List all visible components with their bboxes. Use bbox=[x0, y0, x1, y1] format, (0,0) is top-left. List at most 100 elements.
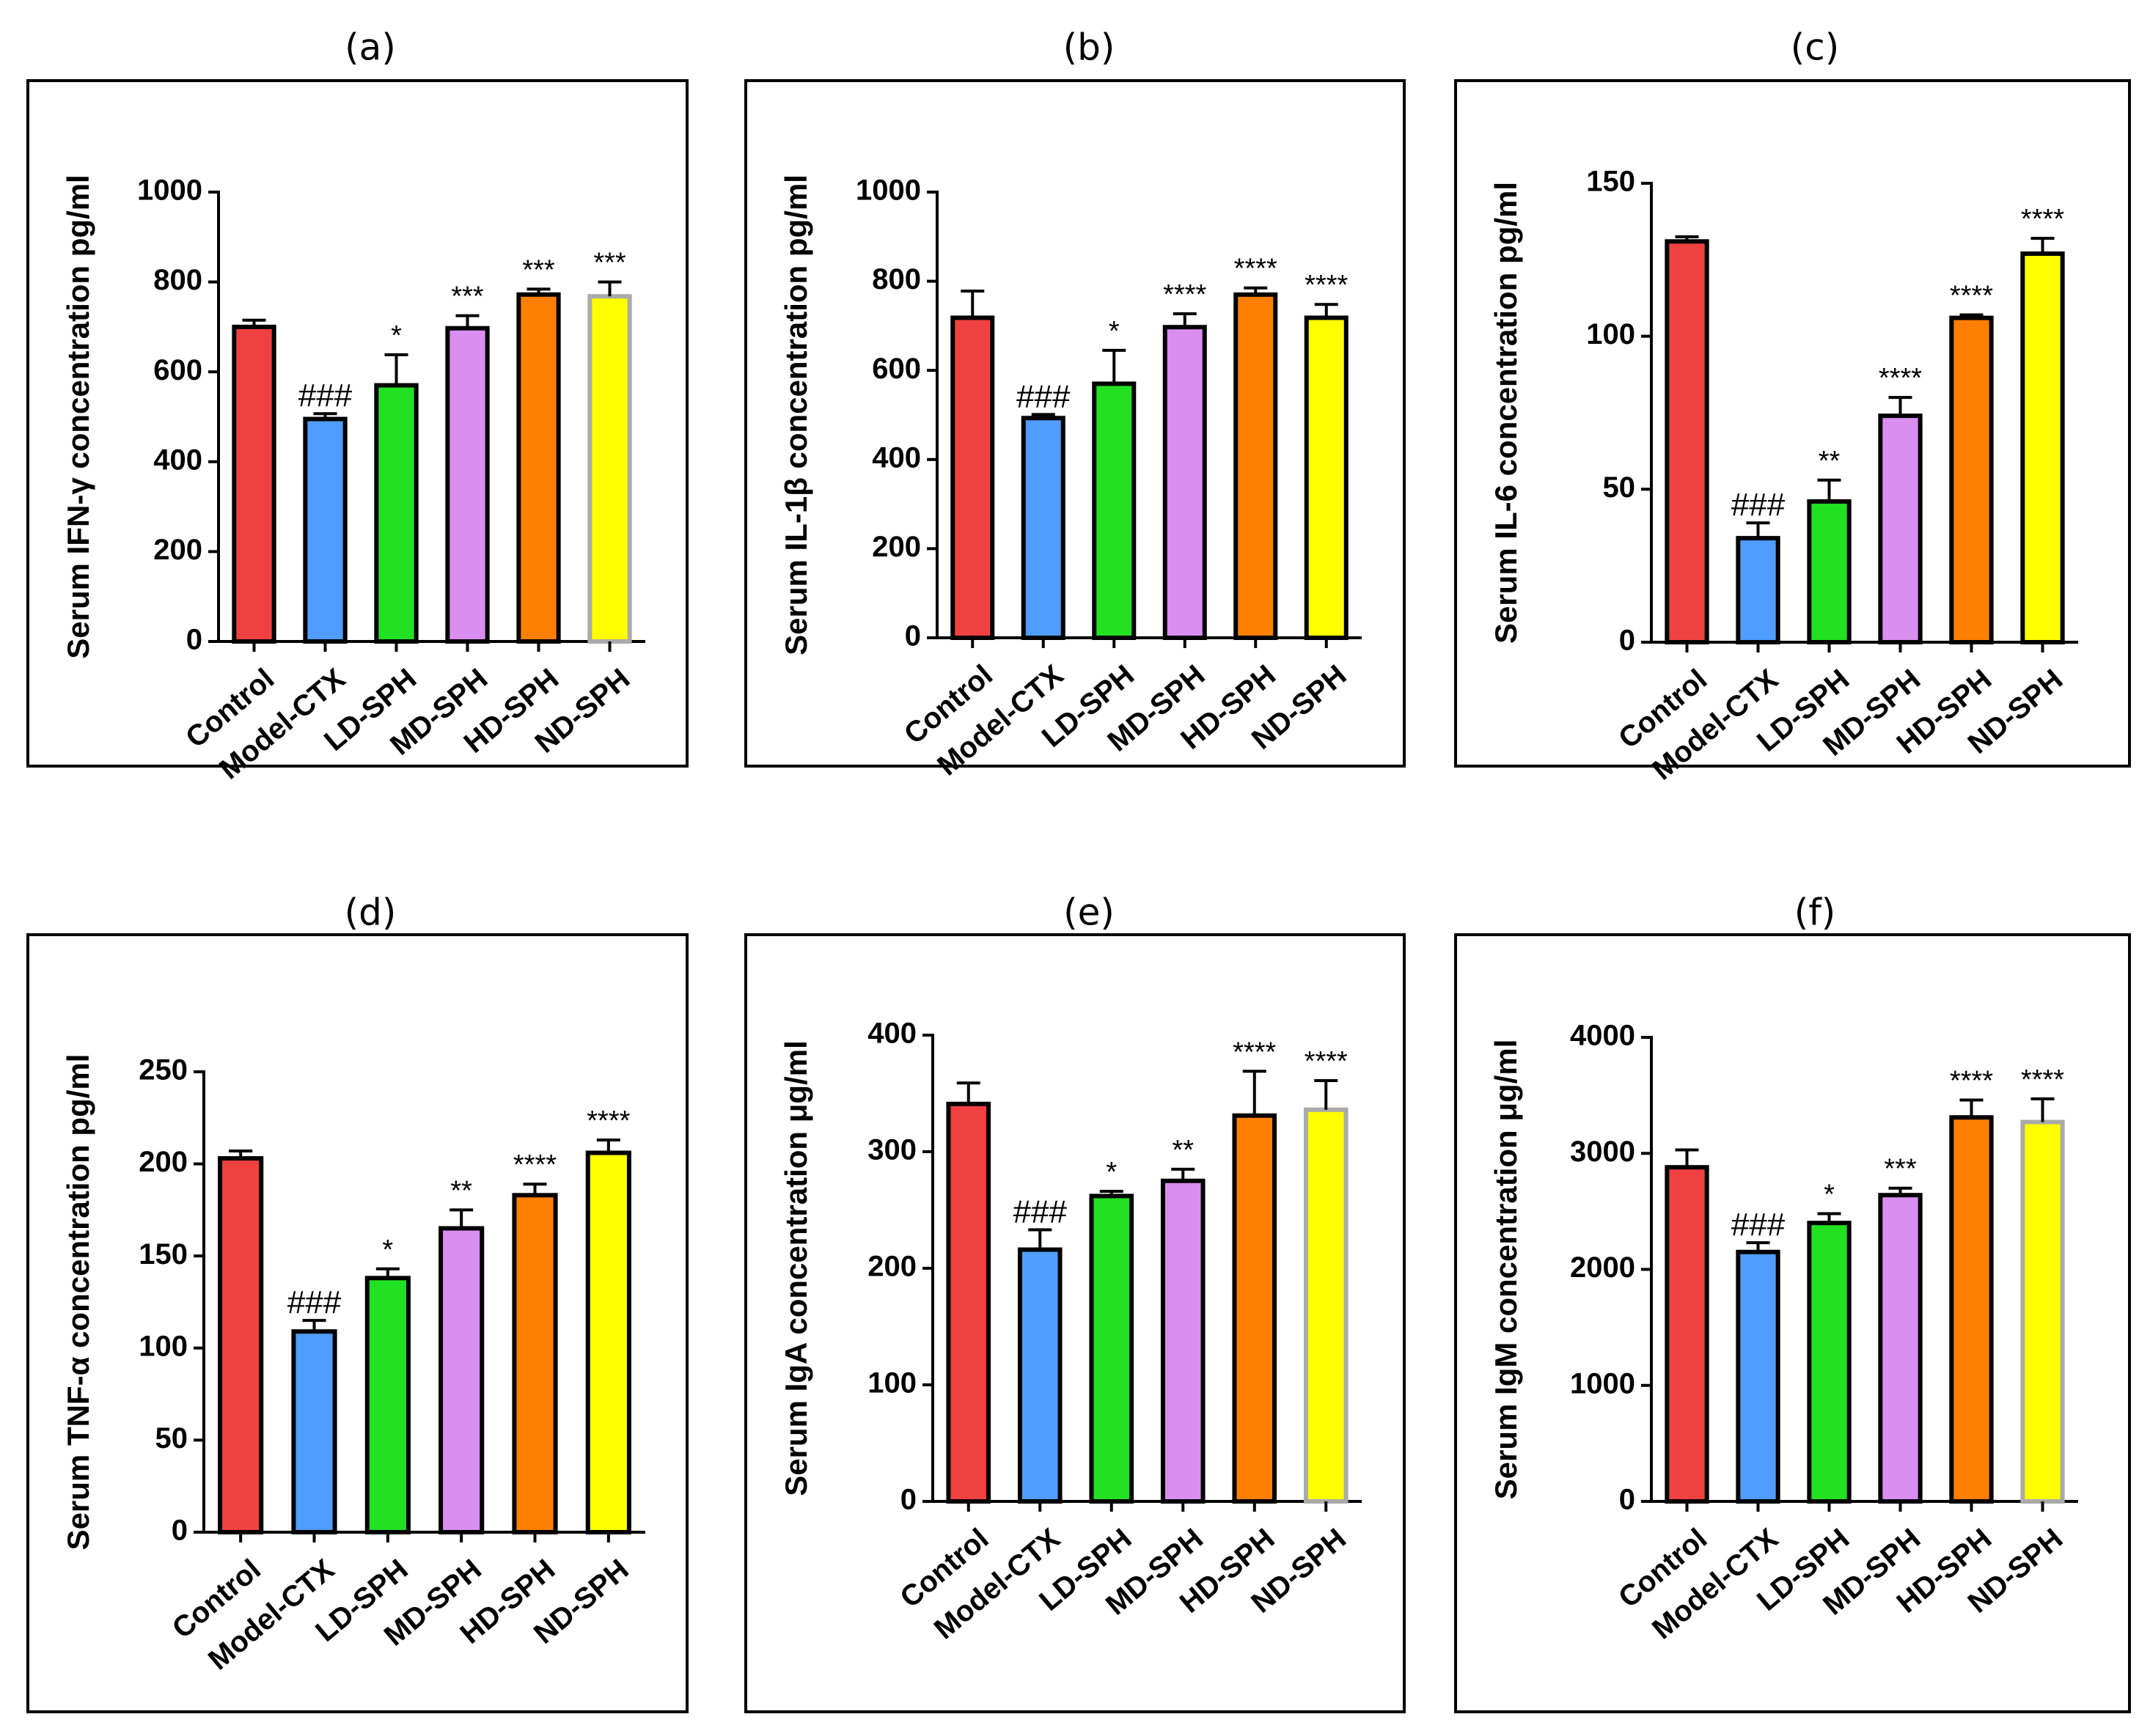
panel-5-bar-3 bbox=[1878, 1193, 1923, 1504]
panel-1-bar-1 bbox=[1021, 416, 1065, 640]
panel-1-ytick-label-2: 400 bbox=[872, 441, 921, 474]
panel-1-ytick-label-1: 200 bbox=[872, 531, 921, 563]
panel-5-bar-2 bbox=[1807, 1221, 1852, 1504]
panel-0-sig-5: *** bbox=[593, 248, 626, 279]
panel-5-ytick-label-0: 0 bbox=[1619, 1484, 1635, 1516]
panel-0-frame bbox=[26, 79, 689, 768]
panel-2-bar-1 bbox=[1736, 536, 1780, 645]
panel-4-ytick-label-3: 300 bbox=[867, 1134, 917, 1166]
panel-0-ytick-label-5: 1000 bbox=[137, 174, 202, 207]
panel-3-sig-4: **** bbox=[513, 1150, 557, 1180]
panel-3-bar-3 bbox=[439, 1226, 485, 1535]
panel-1-ytick-label-4: 800 bbox=[872, 263, 921, 295]
panel-4-frame bbox=[744, 933, 1406, 1713]
panel-1-bar-2 bbox=[1092, 381, 1137, 640]
panel-0-ylabel: Serum IFN-γ concentration pg/ml bbox=[61, 174, 95, 658]
panel-3-sig-1: ### bbox=[287, 1284, 342, 1320]
panel-3-frame bbox=[26, 933, 689, 1713]
panel-5-bar-4 bbox=[1949, 1115, 1994, 1504]
panel-4-bar-2 bbox=[1089, 1194, 1134, 1504]
panel-1-sig-2: * bbox=[1109, 316, 1120, 347]
panel-4-ytick-label-1: 100 bbox=[867, 1367, 917, 1400]
panel-2-frame bbox=[1454, 79, 2131, 768]
panel-1-sig-4: **** bbox=[1234, 254, 1277, 284]
panel-4-bar-4 bbox=[1232, 1113, 1277, 1504]
panel-0-ytick-label-2: 400 bbox=[153, 444, 202, 476]
panel-4-ytick-label-4: 400 bbox=[867, 1018, 917, 1050]
panel-2-bar-0 bbox=[1665, 239, 1709, 644]
panel-3-bar-0 bbox=[218, 1156, 264, 1534]
panel-1-title: (b) bbox=[1063, 26, 1115, 69]
panel-1-sig-1: ### bbox=[1016, 378, 1071, 414]
panel-4-ytick-label-2: 200 bbox=[867, 1251, 917, 1283]
panel-3-ytick-label-1: 50 bbox=[155, 1422, 188, 1454]
panel-2-ytick-label-1: 50 bbox=[1603, 471, 1636, 504]
panel-2-ytick-label-2: 100 bbox=[1586, 318, 1635, 350]
panel-5-ytick-label-2: 2000 bbox=[1570, 1251, 1635, 1284]
panel-1-sig-5: **** bbox=[1305, 270, 1348, 301]
panel-5-ytick-label-4: 4000 bbox=[1570, 1020, 1635, 1052]
panel-2-sig-5: **** bbox=[2021, 204, 2064, 235]
panel-5-bar-5 bbox=[2020, 1119, 2065, 1504]
panel-5-sig-4: **** bbox=[1950, 1065, 1993, 1096]
panel-2-bar-3 bbox=[1878, 413, 1923, 644]
panel-3-bar-1 bbox=[291, 1329, 337, 1535]
panel-5-sig-5: **** bbox=[2021, 1064, 2064, 1095]
panel-2-ytick-label-0: 0 bbox=[1619, 625, 1635, 657]
panel-4-bar-5 bbox=[1303, 1107, 1349, 1504]
panel-3-ytick-label-2: 100 bbox=[139, 1330, 188, 1362]
panel-3-bar-5 bbox=[585, 1150, 631, 1534]
panel-2-bar-5 bbox=[2020, 251, 2065, 644]
panel-0-ytick-label-0: 0 bbox=[186, 624, 202, 656]
panel-5-title: (f) bbox=[1794, 891, 1836, 934]
panel-5-ylabel: Serum IgM concentration μg/ml bbox=[1489, 1040, 1523, 1500]
panel-3-sig-3: ** bbox=[450, 1175, 472, 1206]
panel-0-title: (a) bbox=[345, 26, 396, 69]
panel-0-bar-3 bbox=[445, 326, 490, 644]
panel-3-ytick-label-0: 0 bbox=[172, 1515, 188, 1547]
panel-5-sig-1: ### bbox=[1731, 1207, 1786, 1243]
panel-3-bar-4 bbox=[512, 1193, 558, 1534]
panel-0-bar-4 bbox=[516, 292, 561, 644]
panel-3-ytick-label-4: 200 bbox=[139, 1146, 188, 1178]
panel-3-ytick-label-3: 150 bbox=[139, 1238, 188, 1270]
panel-1-ytick-label-0: 0 bbox=[905, 620, 921, 652]
panel-1-frame bbox=[744, 79, 1406, 768]
panel-5-bar-1 bbox=[1736, 1249, 1780, 1504]
panel-2-ylabel: Serum IL-6 concentration pg/ml bbox=[1489, 182, 1523, 644]
panel-2-bar-2 bbox=[1807, 499, 1852, 644]
panel-0-sig-4: *** bbox=[522, 254, 555, 285]
panel-2-sig-3: **** bbox=[1879, 363, 1922, 394]
panel-5-sig-3: *** bbox=[1884, 1154, 1917, 1185]
panel-5-frame bbox=[1454, 933, 2131, 1713]
panel-4-sig-2: * bbox=[1106, 1157, 1117, 1188]
panel-5-bar-0 bbox=[1665, 1165, 1709, 1504]
panel-0-bar-0 bbox=[232, 324, 276, 644]
panel-4-ytick-label-0: 0 bbox=[900, 1484, 917, 1516]
panel-3-sig-5: **** bbox=[587, 1106, 630, 1136]
panel-0-sig-2: * bbox=[391, 320, 402, 351]
panel-4-sig-4: **** bbox=[1233, 1037, 1276, 1067]
panel-2-title: (c) bbox=[1791, 26, 1840, 69]
panel-1-bar-5 bbox=[1304, 315, 1349, 640]
panel-2-ytick-label-3: 150 bbox=[1586, 166, 1635, 198]
panel-1-bar-4 bbox=[1233, 292, 1278, 640]
panel-5-ytick-label-1: 1000 bbox=[1570, 1367, 1635, 1400]
panel-2-bar-4 bbox=[1949, 315, 1994, 644]
panel-2-sig-1: ### bbox=[1731, 487, 1786, 523]
panel-1-ytick-label-5: 1000 bbox=[856, 174, 921, 207]
panel-0-bar-2 bbox=[374, 383, 419, 644]
panel-4-bar-1 bbox=[1017, 1247, 1063, 1504]
panel-5-ytick-label-3: 3000 bbox=[1570, 1136, 1635, 1168]
panel-0-ytick-label-1: 200 bbox=[153, 534, 202, 566]
panel-0-ytick-label-4: 800 bbox=[153, 264, 202, 296]
panel-1-ylabel: Serum IL-1β concentration pg/ml bbox=[779, 174, 813, 655]
panel-4-sig-3: ** bbox=[1172, 1135, 1194, 1166]
panel-4-sig-5: **** bbox=[1305, 1046, 1348, 1077]
panel-3-ylabel: Serum TNF-α concentration pg/ml bbox=[61, 1054, 95, 1551]
panel-1-bar-3 bbox=[1162, 325, 1207, 640]
panel-2-sig-2: ** bbox=[1819, 446, 1841, 477]
panel-0-sig-3: *** bbox=[451, 282, 484, 312]
panel-0-bar-5 bbox=[587, 294, 632, 644]
